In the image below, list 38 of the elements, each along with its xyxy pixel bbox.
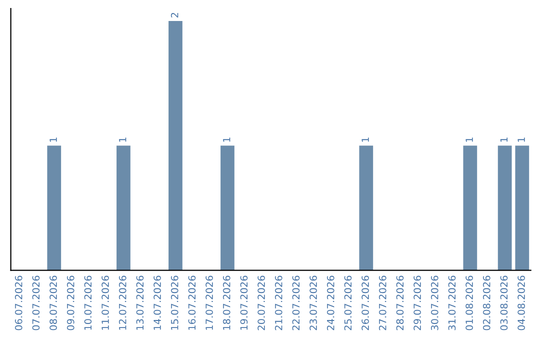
x-tick-label: 09.07.2026 <box>66 276 74 330</box>
data-label: 1 <box>223 138 230 142</box>
x-tick-label: 27.07.2026 <box>378 276 386 330</box>
x-tick-label: 28.07.2026 <box>396 276 404 330</box>
x-tick-label: 22.07.2026 <box>292 276 300 330</box>
data-label: 2 <box>170 12 178 18</box>
x-tick-label: 06.07.2026 <box>14 276 22 330</box>
x-tick-label: 20.07.2026 <box>258 276 265 330</box>
x-tick-label: 17.07.2026 <box>206 276 213 330</box>
x-tick-label: 29.07.2026 <box>414 276 421 330</box>
x-tick-label: 01.08.2026 <box>466 276 473 330</box>
x-tick-label: 18.07.2026 <box>222 276 230 330</box>
x-tick-label: 21.07.2026 <box>274 276 282 330</box>
x-tick-label: 30.07.2026 <box>430 276 438 330</box>
x-tick-label: 26.07.2026 <box>362 276 369 330</box>
data-label: 1 <box>119 138 126 142</box>
data-label: 1 <box>500 138 508 142</box>
x-tick-label: 19.07.2026 <box>240 276 248 330</box>
x-tick-label: 16.07.2026 <box>188 276 196 330</box>
x-tick-label: 02.08.2026 <box>482 276 490 330</box>
x-tick-label: 04.08.2026 <box>518 276 525 330</box>
x-tick-label: 31.07.2026 <box>448 276 456 330</box>
x-tick-label: 14.07.2026 <box>154 276 161 330</box>
x-tick-label: 13.07.2026 <box>136 276 144 330</box>
data-label: 1 <box>362 138 369 142</box>
data-label: 1 <box>50 138 57 142</box>
x-tick-label: 15.07.2026 <box>170 276 178 330</box>
data-label: 1 <box>466 138 473 142</box>
x-tick-label: 24.07.2026 <box>326 276 334 330</box>
data-label: 1 <box>518 138 525 142</box>
x-tick-label: 03.08.2026 <box>500 276 508 330</box>
x-tick-label: 25.07.2026 <box>344 276 352 330</box>
x-tick-label: 23.07.2026 <box>310 276 317 330</box>
x-tick-label: 12.07.2026 <box>118 276 126 330</box>
x-tick-label: 08.07.2026 <box>50 276 57 330</box>
x-tick-label: 11.07.2026 <box>102 276 109 330</box>
x-tick-label: 10.07.2026 <box>84 276 92 330</box>
x-tick-label: 07.07.2026 <box>32 276 40 330</box>
